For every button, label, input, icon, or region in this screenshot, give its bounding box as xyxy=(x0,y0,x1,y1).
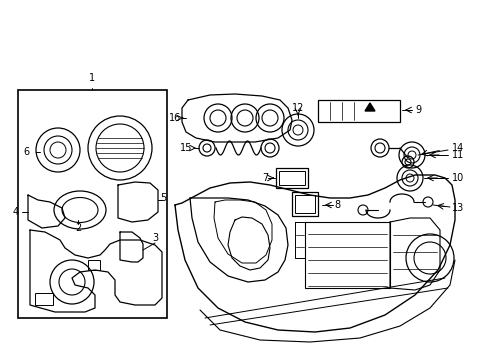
Text: 9: 9 xyxy=(414,105,420,115)
Text: 13: 13 xyxy=(451,203,463,213)
Text: 3: 3 xyxy=(152,233,158,243)
Bar xyxy=(317,100,399,122)
Text: 4: 4 xyxy=(13,207,19,217)
Text: 7: 7 xyxy=(262,173,267,183)
Text: 1: 1 xyxy=(89,73,95,83)
Text: 12: 12 xyxy=(291,103,304,113)
Bar xyxy=(275,168,307,188)
Bar xyxy=(291,192,317,216)
Text: 6: 6 xyxy=(23,147,29,157)
Text: 14: 14 xyxy=(451,143,463,153)
Text: 11: 11 xyxy=(451,150,463,160)
Polygon shape xyxy=(364,103,374,111)
Bar xyxy=(294,195,314,213)
Text: 16: 16 xyxy=(168,113,181,123)
Text: 15: 15 xyxy=(180,143,192,153)
Bar xyxy=(305,222,389,288)
Bar xyxy=(35,293,53,305)
Bar xyxy=(18,90,167,318)
Text: 2: 2 xyxy=(75,223,81,233)
Bar xyxy=(88,260,100,270)
Text: 5: 5 xyxy=(160,193,166,203)
Text: 8: 8 xyxy=(333,200,339,210)
Bar xyxy=(279,171,305,185)
Text: 10: 10 xyxy=(451,173,463,183)
